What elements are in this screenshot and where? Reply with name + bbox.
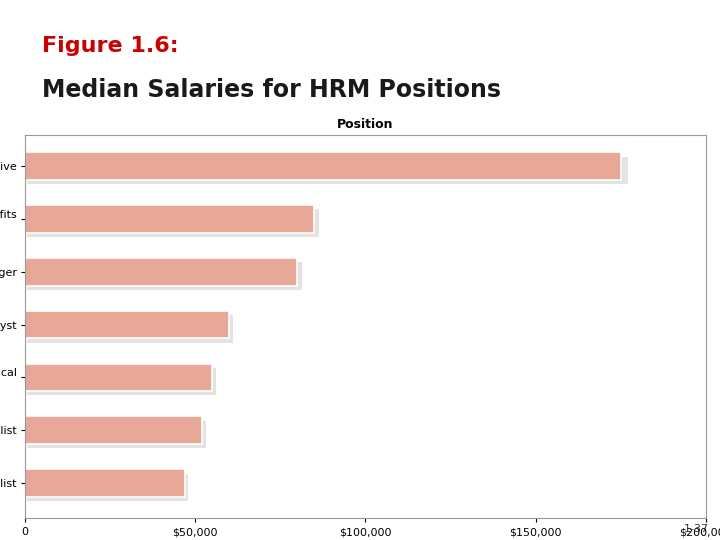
Bar [25, 258, 297, 286]
Bar [25, 363, 212, 391]
Bar [27, 368, 216, 395]
Bar [27, 474, 189, 501]
Text: 1-37: 1-37 [684, 523, 709, 534]
Text: Median Salaries for HRM Positions: Median Salaries for HRM Positions [42, 78, 501, 102]
Bar [27, 210, 319, 237]
Title: Position: Position [337, 118, 394, 131]
Bar [25, 311, 229, 339]
Bar [25, 205, 315, 233]
Bar [27, 421, 206, 448]
Bar [25, 152, 621, 180]
Bar [25, 469, 185, 497]
Bar [27, 262, 302, 290]
Bar [27, 157, 629, 184]
Bar [27, 315, 233, 342]
Text: Figure 1.6:: Figure 1.6: [42, 36, 179, 56]
Bar [25, 416, 202, 444]
